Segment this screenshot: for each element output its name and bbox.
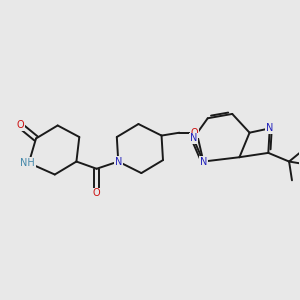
Text: N: N: [190, 134, 197, 143]
Text: O: O: [93, 188, 101, 198]
Text: N: N: [200, 157, 207, 166]
Text: O: O: [190, 128, 198, 138]
Text: O: O: [16, 121, 24, 130]
Text: N: N: [266, 123, 273, 134]
Text: NH: NH: [20, 158, 35, 168]
Text: N: N: [115, 157, 122, 166]
